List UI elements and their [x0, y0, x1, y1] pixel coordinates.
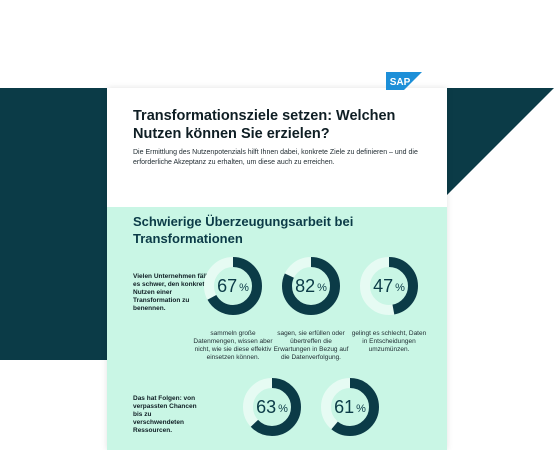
infographic-card: Transformationsziele setzen: Welchen Nut… — [107, 88, 447, 450]
card-header: Transformationsziele setzen: Welchen Nut… — [107, 88, 447, 194]
stat-caption-67: sammeln große Datenmengen, wissen aber n… — [193, 330, 273, 361]
donut-stat-82: 82% — [281, 256, 341, 316]
donut-arc — [243, 378, 301, 436]
stat-value: 63 — [256, 396, 277, 417]
stat-unit: % — [356, 403, 366, 415]
side-text-consequences: Das hat Folgen: von verpassten Chancen b… — [133, 395, 197, 434]
stat-caption-82: sagen, sie erfüllen oder übertreffen die… — [273, 330, 349, 361]
donut-chart-67 — [204, 257, 262, 315]
donut-stat-63: 63% — [242, 377, 302, 437]
donut-chart-47 — [360, 257, 418, 315]
donut-arc — [204, 257, 262, 315]
donut-arc — [282, 257, 340, 315]
background-dark-block — [0, 88, 120, 360]
stat-unit: % — [395, 282, 405, 294]
donut-stat-47: 47% — [359, 256, 419, 316]
donut-chart-82 — [282, 257, 340, 315]
sap-logo: SAP — [386, 72, 422, 90]
stats-section: Schwierige Überzeugungsarbeit bei Transf… — [107, 207, 447, 450]
donut-chart-61 — [321, 378, 379, 436]
stat-unit: % — [278, 403, 288, 415]
stat-caption-47: gelingt es schlecht, Daten in Entscheidu… — [351, 330, 427, 353]
stat-value: 67 — [217, 275, 238, 296]
side-text-companies: Vielen Unternehmen fällt es schwer, den … — [133, 273, 213, 312]
stat-value: 61 — [334, 396, 355, 417]
section-title: Schwierige Überzeugungsarbeit bei Transf… — [133, 214, 354, 246]
background-dark-triangle — [446, 88, 554, 196]
stat-unit: % — [239, 282, 249, 294]
sap-logo-text: SAP — [390, 77, 411, 88]
donut-arc — [360, 257, 418, 315]
stat-value: 47 — [373, 275, 394, 296]
stat-unit: % — [317, 282, 327, 294]
intro-text: Die Ermittlung des Nutzenpotenzials hilf… — [133, 149, 418, 166]
donut-arc — [321, 378, 379, 436]
donut-stat-67: 67% — [203, 256, 263, 316]
donut-chart-63 — [243, 378, 301, 436]
donut-stat-61: 61% — [320, 377, 380, 437]
stat-value: 82 — [295, 275, 316, 296]
page-title: Transformationsziele setzen: Welchen Nut… — [133, 108, 396, 142]
